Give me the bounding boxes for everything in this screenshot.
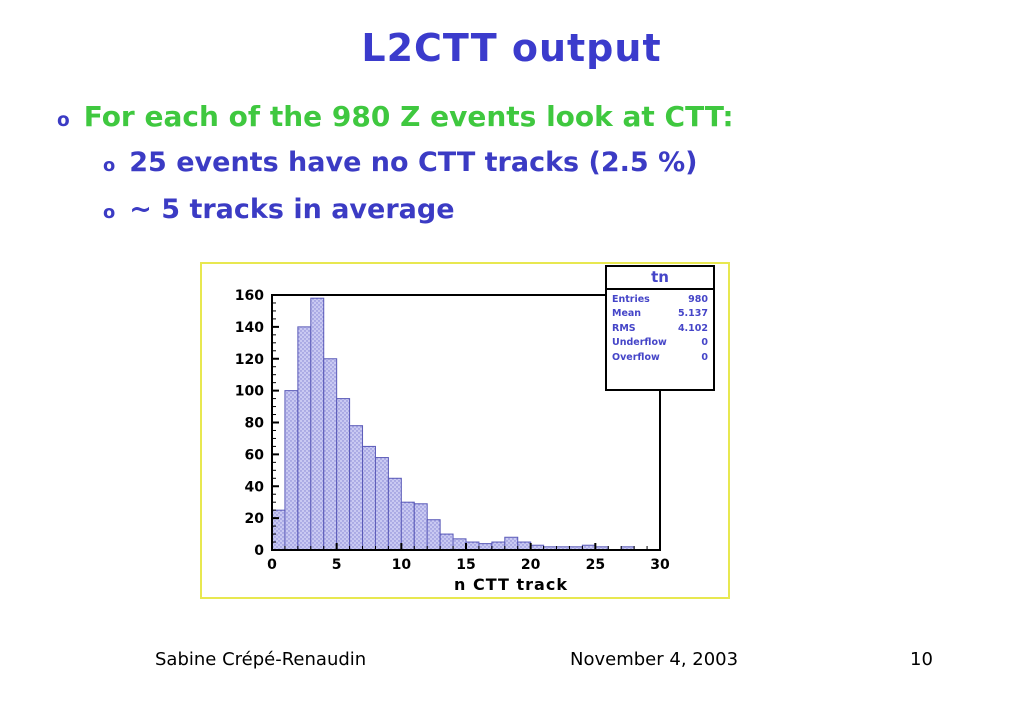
histogram-panel: 0 20 40 60 80 100 120 140 160 0 5 10 15 20 25 30 n CTT t… (200, 262, 730, 599)
stats-row: RMS 4.102 (607, 319, 713, 334)
bullet-marker: o (103, 155, 116, 176)
stat-value: 0 (701, 351, 708, 363)
svg-text:25: 25 (586, 557, 605, 573)
svg-text:5: 5 (332, 557, 342, 573)
svg-text:140: 140 (235, 320, 264, 336)
bullet-item-3: o ~ 5 tracks in average (103, 194, 455, 225)
svg-text:0: 0 (254, 543, 264, 559)
svg-text:20: 20 (245, 511, 265, 527)
stats-rows: Entries 980 Mean 5.137 RMS 4.102 Underflow 0 Ove… (607, 290, 713, 363)
svg-text:15: 15 (456, 557, 475, 573)
stat-label: Underflow (612, 337, 667, 348)
bullet-text: ~ 5 tracks in average (129, 194, 455, 225)
footer-page-number: 10 (910, 649, 933, 670)
footer-author: Sabine Crépé-Renaudin (155, 649, 367, 670)
bullet-text: 25 events have no CTT tracks (2.5 %) (129, 147, 698, 178)
stat-value: 5.137 (677, 308, 708, 319)
stat-value: 0 (701, 337, 708, 348)
svg-text:0: 0 (267, 557, 277, 573)
stat-label: Overflow (612, 351, 660, 363)
bullet-marker: o (103, 202, 116, 223)
stats-box-title: tn (607, 267, 713, 290)
stat-label: Mean (612, 308, 642, 319)
svg-text:10: 10 (392, 557, 412, 573)
svg-text:80: 80 (245, 416, 265, 432)
svg-text:160: 160 (235, 288, 264, 304)
stat-label: Entries (612, 293, 650, 305)
bullet-item-1: o For each of the 980 Z events look at CT… (57, 100, 734, 133)
footer-date: November 4, 2003 (570, 649, 739, 670)
svg-text:20: 20 (521, 557, 541, 573)
stats-row: Overflow 0 (607, 348, 713, 363)
svg-text:100: 100 (235, 384, 264, 400)
svg-text:60: 60 (245, 447, 265, 463)
stats-box: tn Entries 980 Mean 5.137 RMS 4.102 Underflow 0… (605, 265, 715, 391)
svg-text:40: 40 (245, 479, 265, 495)
bullet-item-2: o 25 events have no CTT tracks (2.5 %) (103, 147, 697, 178)
svg-text:n CTT track: n CTT track (454, 575, 568, 594)
stats-row: Underflow 0 (607, 334, 713, 348)
svg-text:30: 30 (650, 557, 670, 573)
stat-value: 4.102 (677, 322, 708, 334)
slide-title: L2CTT output (361, 26, 662, 70)
bullet-text: For each of the 980 Z events look at CTT… (83, 100, 734, 133)
stat-label: RMS (612, 322, 636, 334)
histogram-svg: 0 20 40 60 80 100 120 140 160 0 5 10 15 20 25 30 n CTT t… (235, 288, 670, 594)
stats-row: Entries 980 (607, 290, 713, 305)
stat-value: 980 (688, 293, 708, 305)
bullet-marker: o (57, 110, 70, 131)
svg-text:120: 120 (235, 352, 264, 368)
stats-row: Mean 5.137 (607, 305, 713, 319)
